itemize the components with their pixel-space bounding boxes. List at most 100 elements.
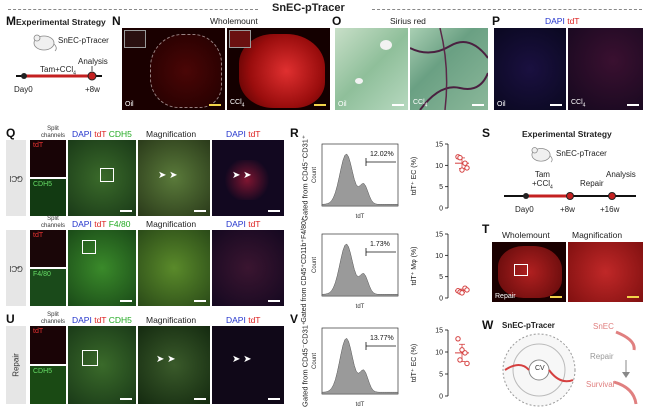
data-point — [459, 347, 465, 353]
panel-letter-r: R — [290, 126, 299, 140]
r-gate1-label: Gated from CD45⁻CD31⁺ — [300, 135, 310, 221]
s-title: Experimental Strategy — [522, 129, 612, 139]
data-point — [457, 154, 463, 161]
m-title: Experimental Strategy — [16, 17, 106, 27]
q-row1-split-cdh5: CDH5 — [30, 179, 66, 216]
m-mouse-icon — [30, 30, 58, 57]
data-point — [459, 167, 465, 173]
n-oil-image: Oil — [122, 28, 225, 110]
q-row2-split-f480: F4/80 — [30, 269, 66, 306]
y-tick-label: 10 — [435, 350, 443, 357]
q-row2-merge-image — [68, 230, 136, 306]
y-tick-label: 10 — [435, 253, 443, 260]
s-w16: +16w — [600, 205, 620, 214]
u-split-header: Split channels — [40, 312, 66, 325]
s-treat-label: Tam +CCl4 — [532, 170, 553, 191]
y-axis-label: tdT⁺ EC (%) — [410, 157, 418, 195]
v-histogram: 13.77% Count tdT — [312, 327, 399, 408]
q-row1-merge-image — [68, 140, 136, 216]
data-point — [462, 160, 468, 166]
u-split-cdh5: CDH5 — [30, 366, 66, 404]
q-split-header: Split channels — [40, 126, 66, 139]
y-tick-label: 0 — [439, 206, 443, 213]
r-scatter-1: 0 5 10 15 tdT⁺ EC (%) — [410, 142, 470, 213]
y-axis-label: tdT⁺ Mφ (%) — [410, 247, 418, 286]
q-row1-magnification-image: ➤ ➤ — [138, 140, 210, 216]
n-title: Wholemount — [210, 16, 258, 26]
flow-histogram-area — [321, 243, 399, 297]
w-lobule-diagram — [502, 333, 576, 407]
p-ccl4-image: CCl4 — [568, 28, 643, 110]
s-repair-label: Repair — [580, 179, 604, 188]
s-day0: Day0 — [515, 205, 534, 214]
panel-letter-o: O — [332, 14, 342, 28]
y-axis-label: tdT⁺ EC (%) — [410, 344, 418, 382]
panel-letter-s: S — [482, 126, 491, 140]
count-axis-label: Count — [312, 167, 318, 183]
q-row1-split-tdt: tdT — [30, 140, 66, 177]
r-gate2-label: Gated from CD45⁺CD11b⁺F4/80⁺ — [301, 217, 308, 323]
q-row2-split-tdt: tdT — [30, 230, 66, 267]
y-tick-label: 10 — [435, 163, 443, 170]
y-tick-label: 5 — [439, 372, 443, 379]
r-histogram-1: 12.02% Count tdT — [312, 143, 399, 220]
r-histogram-2: 1.73% Count tdT — [312, 233, 399, 310]
v-scatter: 0 5 10 15 tdT⁺ EC (%) — [410, 328, 470, 401]
t-wholemount-header: Wholemount — [502, 230, 550, 240]
panel-letter-v: V — [290, 312, 299, 326]
t-magnification-image — [568, 242, 643, 302]
s-w8: +8w — [560, 205, 575, 214]
q-row2-magnification-image — [138, 230, 210, 306]
m-analysis-label: Analysis — [78, 57, 108, 66]
count-axis-label: Count — [312, 257, 318, 273]
gate-percentage: 13.77% — [370, 335, 394, 342]
data-point — [462, 350, 468, 356]
m-treat-label: Tam+CCl4 — [40, 65, 76, 77]
figure-title: SnEC-pTracer — [272, 2, 345, 14]
panel-letter-t: T — [482, 222, 490, 236]
w-snec-label: SnEC — [593, 322, 614, 331]
y-tick-label: 5 — [439, 184, 443, 191]
gate-percentage: 12.02% — [370, 151, 394, 158]
tdt-axis-label: tdT — [356, 214, 365, 220]
data-point — [464, 360, 470, 367]
w-survival-label: Survival — [586, 380, 615, 389]
u-magnification-image: ➤ ➤ — [138, 326, 210, 404]
m-end: +8w — [85, 85, 100, 94]
tdt-axis-label: tdT — [356, 402, 365, 408]
t-wholemount-image: Repair — [492, 242, 566, 302]
q-row2-label: CCl 4 — [6, 230, 26, 306]
m-mouse-label: SnEC-pTracer — [58, 36, 109, 45]
flow-histogram-area — [321, 153, 399, 207]
panel-letter-p: P — [492, 14, 501, 28]
p-oil-image: Oil — [494, 28, 566, 110]
u-dapi-tdt-header: DAPI tdT — [226, 315, 261, 325]
w-pathway-arrows — [613, 330, 638, 405]
panel-letter-u: U — [6, 312, 15, 326]
data-point — [455, 336, 461, 342]
data-point — [464, 287, 470, 293]
v-gate-label: Gated from CD45⁻CD31⁺ — [300, 321, 310, 407]
count-axis-label: Count — [312, 353, 318, 369]
p-title: DAPI tdT — [545, 16, 580, 26]
q-merge-header-1: DAPI tdT CDH5 — [72, 129, 132, 139]
o-ccl4-image: CCl4 — [410, 28, 488, 110]
data-point — [459, 290, 465, 296]
u-merge-header: DAPI tdT CDH5 — [72, 315, 132, 325]
y-tick-label: 5 — [439, 274, 443, 281]
m-day0: Day0 — [14, 85, 33, 94]
o-oil-image: Oil — [335, 28, 408, 110]
s-analysis-label: Analysis — [606, 170, 636, 179]
u-row-label: Repair — [6, 326, 26, 404]
s-timeline — [504, 192, 636, 200]
w-cv-label: CV — [535, 365, 545, 372]
u-dapi-tdt-image: ➤ ➤ — [212, 326, 284, 404]
m-timeline — [16, 66, 102, 81]
u-split-tdt: tdT — [30, 326, 66, 364]
w-repair-label: Repair — [590, 352, 614, 361]
data-point — [457, 357, 463, 363]
tdt-axis-label: tdT — [356, 304, 365, 310]
q-row1-label: CCl 4 — [6, 140, 26, 216]
q-magnification-header-1: Magnification — [146, 129, 197, 139]
u-magnification-header: Magnification — [146, 315, 197, 325]
